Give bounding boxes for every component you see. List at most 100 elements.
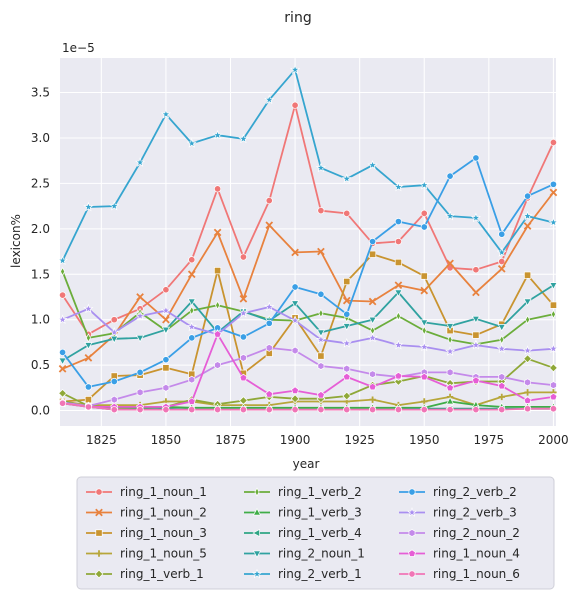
data-point [83,201,94,212]
data-point [444,346,456,356]
x-tick-label: 1850 [151,433,182,447]
legend-label: ring_2_noun_2 [433,526,520,540]
data-point [549,188,558,197]
legend-item: ring_2_verb_3 [399,506,517,520]
data-point [472,154,480,162]
legend-label: ring_2_verb_3 [433,506,517,520]
x-tick-label: 2000 [538,433,569,447]
data-point [548,343,559,354]
legend-swatch-marker [406,507,418,517]
legend-frame [76,476,555,590]
x-tick-label: 1825 [86,433,117,447]
chart-title: ring [284,10,311,26]
data-point [445,323,455,331]
data-point [60,266,66,277]
data-point [162,406,170,414]
legend-swatch-marker [252,507,262,516]
series-layer [57,64,559,414]
data-point [136,406,144,414]
data-point [420,406,428,414]
data-point [161,326,171,335]
data-point [472,406,480,414]
data-point [84,354,93,362]
data-point [524,389,531,396]
data-point [525,315,531,325]
x-axis-label: year [293,457,320,471]
data-point [317,390,325,399]
data-point [84,383,92,391]
data-point [83,303,94,314]
data-point [136,368,144,376]
legend-label: ring_1_noun_3 [120,526,207,540]
legend-label: ring_1_verb_3 [278,506,362,520]
data-point [472,266,480,274]
x-tick-label: 1950 [409,433,440,447]
data-point [265,221,274,230]
data-point [187,298,196,307]
legend-swatch-marker [408,529,416,537]
data-point [58,364,67,373]
data-point [213,330,222,338]
data-point [58,357,67,366]
data-point [160,305,172,315]
y-tick-label: 0.0 [31,404,50,418]
data-point [239,406,247,414]
data-point [291,248,299,257]
data-point [317,207,325,215]
x-tick-label: 1975 [474,433,505,447]
series-line [62,306,554,353]
data-point [394,371,403,380]
data-point [109,200,120,211]
data-point [134,310,146,321]
data-point [368,297,377,306]
data-point [59,348,67,356]
data-point [394,258,402,266]
data-point [186,321,197,332]
data-point [317,406,325,414]
data-point [110,377,118,386]
data-point [289,64,301,75]
data-point [317,352,325,360]
series-line [61,157,554,388]
data-point [446,172,454,180]
data-point [214,406,222,414]
data-point [213,228,222,237]
data-point [342,323,351,331]
data-point [496,343,507,354]
legend-item: ring_1_noun_5 [86,547,207,561]
data-point [394,377,403,386]
data-point [446,259,454,268]
series-ring-2-verb-1 [57,64,559,265]
data-point [395,311,401,321]
data-point [186,138,197,148]
data-point [265,390,274,398]
y-scale-note: 1e−5 [62,41,95,55]
data-point [522,210,533,221]
data-point [264,301,275,312]
data-point [315,334,327,345]
y-tick-label: 2.5 [31,176,50,190]
data-point [162,315,170,324]
legend-item: ring_1_verb_4 [244,526,362,540]
data-point [549,301,557,309]
data-point [445,396,455,405]
data-point [549,138,557,147]
data-point [394,218,402,226]
data-point [497,381,506,390]
series-line [61,104,555,336]
legend-swatch-marker [252,550,262,559]
legend-label: ring_1_noun_6 [433,567,520,581]
data-point [472,376,480,384]
legend-label: ring_1_verb_1 [120,567,204,581]
data-point [291,386,299,394]
legend: ring_1_noun_1ring_1_noun_2ring_1_noun_3r… [76,476,555,590]
data-point [291,283,299,291]
data-point [238,307,249,318]
data-point [420,272,428,280]
data-point [265,343,273,352]
series-line [62,402,554,411]
data-point [188,334,196,342]
data-point [110,395,118,404]
data-point [341,173,352,184]
